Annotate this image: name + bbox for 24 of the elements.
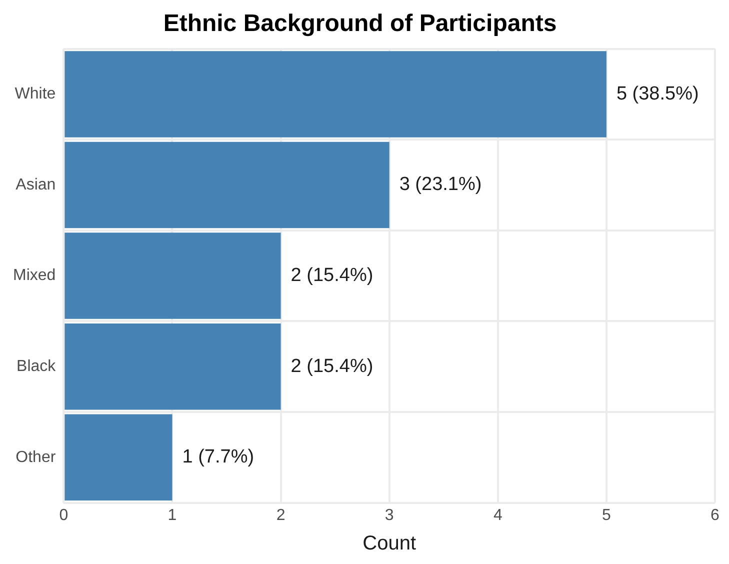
data-label: 2 (15.4%): [290, 356, 374, 377]
x-tick-label: 3: [384, 506, 394, 524]
bar: [64, 142, 390, 228]
data-label: 3 (23.1%): [399, 174, 482, 196]
bar: [64, 51, 606, 138]
chart-title: Ethnic Background of Participants: [163, 10, 557, 38]
data-label: 2 (15.4%): [290, 265, 374, 286]
x-tick-label: 5: [602, 506, 611, 524]
x-tick-label: 4: [493, 506, 502, 524]
x-tick-label: 0: [59, 506, 68, 524]
x-tick-label: 1: [168, 506, 177, 524]
x-tick-label: 6: [710, 506, 720, 524]
data-label: 5 (38.5%): [616, 83, 699, 104]
y-tick-label: Black: [16, 358, 57, 376]
y-tick-label: Mixed: [12, 267, 56, 284]
y-tick-label: White: [14, 86, 56, 103]
bar: [64, 414, 172, 501]
y-tick-label: Other: [16, 448, 56, 466]
bar: [64, 232, 281, 319]
x-axis-title: Count: [362, 532, 416, 555]
bar: [64, 323, 281, 410]
data-label: 1 (7.7%): [182, 446, 254, 468]
y-tick-label: Asian: [16, 176, 56, 194]
x-tick-label: 2: [276, 506, 286, 524]
